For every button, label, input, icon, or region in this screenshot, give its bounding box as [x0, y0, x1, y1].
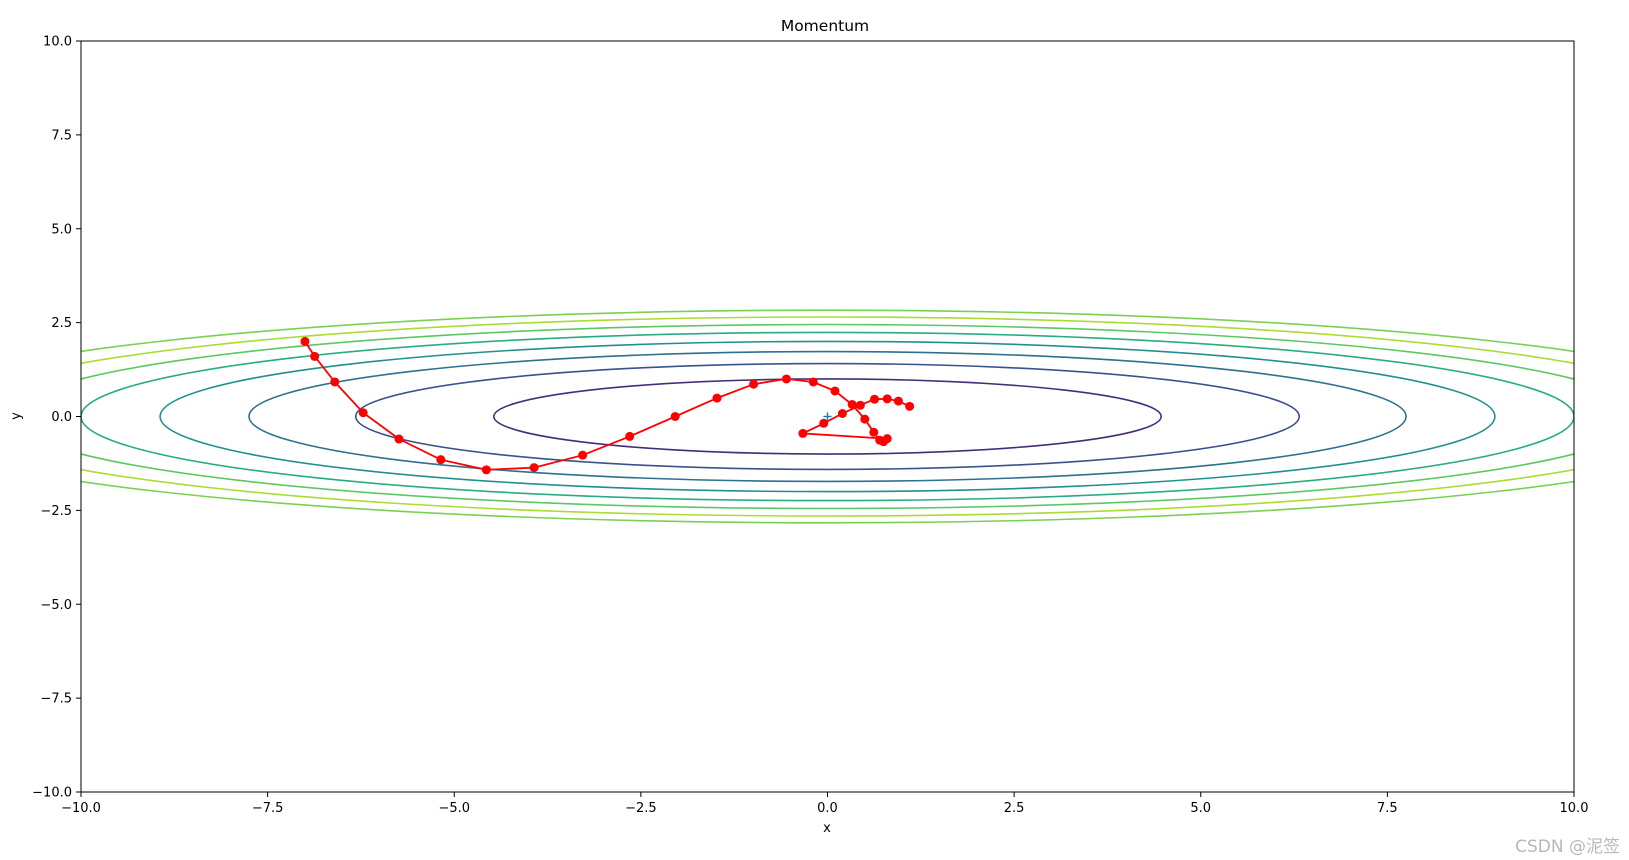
x-tick-label: 7.5 — [1377, 801, 1398, 816]
chart-title: Momentum — [781, 17, 869, 35]
x-tick-label: 10.0 — [1560, 801, 1589, 816]
y-tick-label: 2.5 — [51, 316, 72, 331]
path-point — [905, 401, 915, 411]
path-point — [860, 414, 870, 424]
y-axis-label: y — [9, 412, 24, 420]
contour-level-5 — [81, 331, 1574, 502]
x-tick-label: −7.5 — [252, 801, 284, 816]
contour-level-2 — [354, 362, 1301, 471]
contour-lines — [81, 309, 1574, 524]
path-point — [882, 394, 892, 404]
y-tick-label: 5.0 — [51, 222, 72, 237]
path-point — [869, 427, 879, 437]
path-point — [578, 450, 588, 460]
y-tick-label: −10.0 — [32, 786, 72, 801]
path-point — [670, 412, 680, 421]
path-point — [781, 374, 791, 384]
path-point — [358, 408, 368, 418]
path-point — [529, 463, 539, 473]
contour-level-8 — [81, 309, 1574, 524]
path-point — [330, 377, 340, 387]
y-tick-label: −2.5 — [40, 504, 72, 519]
contour-level-6 — [81, 323, 1574, 510]
path-point — [310, 351, 320, 361]
path-point — [808, 377, 818, 387]
path-point — [712, 393, 722, 403]
x-tick-label: −5.0 — [438, 801, 470, 816]
x-tick-label: 0.0 — [817, 801, 838, 816]
y-tick-label: −5.0 — [40, 598, 72, 613]
path-point — [798, 428, 808, 438]
y-tick-label: 10.0 — [43, 35, 72, 50]
x-tick-label: 5.0 — [1190, 801, 1211, 816]
watermark: CSDN @泥签 — [1515, 837, 1620, 857]
y-tick-label: 0.0 — [51, 410, 72, 425]
contour-level-4 — [159, 340, 1496, 493]
path-point — [830, 386, 840, 396]
path-point — [481, 465, 491, 475]
x-axis-ticks: −10.0 −7.5 −5.0 −2.5 0.0 2.5 5.0 7.5 10.0 — [61, 792, 1588, 816]
path-point — [870, 394, 880, 404]
contour-level-7 — [81, 316, 1574, 517]
path-point — [819, 418, 829, 428]
path-point — [847, 399, 857, 409]
optimizer-points — [300, 336, 915, 475]
y-axis-ticks: −10.0 −7.5 −5.0 −2.5 0.0 2.5 5.0 7.5 10.0 — [32, 35, 81, 801]
path-point — [893, 396, 903, 406]
path-point — [837, 408, 847, 418]
y-tick-label: −7.5 — [40, 692, 72, 707]
x-tick-label: 2.5 — [1004, 801, 1025, 816]
x-axis-label: x — [823, 821, 831, 836]
contour-level-1 — [493, 378, 1162, 455]
contour-level-3 — [248, 350, 1407, 483]
x-tick-label: −10.0 — [61, 801, 101, 816]
path-point — [882, 434, 892, 444]
path-point — [855, 400, 865, 410]
path-point — [436, 455, 446, 465]
path-point — [394, 434, 404, 444]
path-point — [749, 379, 759, 389]
x-tick-label: −2.5 — [625, 801, 657, 816]
path-point — [625, 431, 635, 441]
y-tick-label: 7.5 — [51, 128, 72, 143]
minimum-marker — [823, 412, 832, 421]
path-point — [300, 336, 310, 346]
